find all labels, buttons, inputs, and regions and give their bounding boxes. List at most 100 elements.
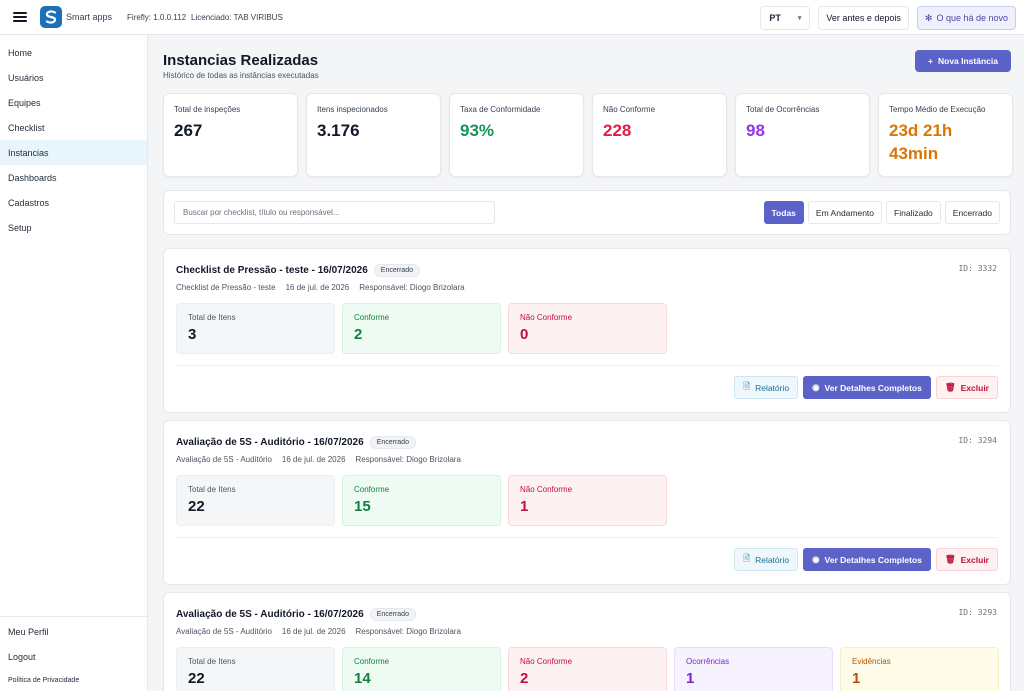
- new-instance-button[interactable]: + Nova Instância: [915, 50, 1011, 72]
- instance-header: Checklist de Pressão - teste - 16/07/202…: [176, 264, 421, 277]
- metric-label: Total de Itens: [188, 657, 236, 666]
- stat-label: Não Conforme: [603, 105, 656, 114]
- license-info: Licenciado: TAB VIRIBUS: [191, 12, 283, 22]
- language-select[interactable]: PT ▾: [760, 6, 811, 30]
- metric-non-conforming: Não Conforme 2: [508, 647, 667, 691]
- divider: [176, 365, 998, 366]
- metric-conforming: Conforme 2: [342, 303, 501, 354]
- metric-label: Total de Itens: [188, 313, 236, 322]
- report-button[interactable]: 🗎 Relatório: [734, 376, 799, 399]
- stat-card: Não Conforme 228: [592, 93, 727, 177]
- whats-new-button[interactable]: ✻ O que há de novo: [916, 6, 1016, 30]
- before-after-button[interactable]: Ver antes e depois: [818, 6, 909, 30]
- instance-responsible: Responsável: Diogo Brizolara: [359, 283, 465, 292]
- divider: [176, 537, 998, 538]
- filter-all-button[interactable]: Todas: [763, 201, 804, 224]
- view-details-button[interactable]: ◉ Ver Detalhes Completos: [803, 376, 931, 399]
- metric-non-conforming: Não Conforme 1: [508, 475, 667, 526]
- instance-date: 16 de jul. de 2026: [281, 455, 346, 464]
- page-subtitle: Histórico de todas as instâncias executa…: [163, 71, 319, 80]
- instance-meta: Avaliação de 5S - Auditório 16 de jul. d…: [176, 627, 461, 636]
- metric-value: 2: [520, 670, 529, 687]
- sidebar: Home Usuários Equipes Checklist Instanci…: [0, 35, 148, 691]
- instance-date: 16 de jul. de 2026: [281, 627, 346, 636]
- privacy-policy-link[interactable]: Política de Privacidade: [8, 676, 80, 684]
- metric-total-items: Total de Itens 22: [176, 647, 335, 691]
- view-details-button[interactable]: ◉ Ver Detalhes Completos: [803, 548, 931, 571]
- metric-label: Não Conforme: [520, 485, 573, 494]
- stat-card: Total de inspeções 267: [163, 93, 298, 177]
- metric-value: 0: [520, 326, 529, 343]
- sidebar-item-registrations[interactable]: Cadastros: [8, 197, 50, 208]
- hamburger-icon[interactable]: [13, 12, 27, 22]
- filter-finished-button[interactable]: Finalizado: [886, 201, 941, 224]
- metric-label: Não Conforme: [520, 313, 573, 322]
- sidebar-item-checklist[interactable]: Checklist: [8, 122, 45, 133]
- filter-in-progress-button[interactable]: Em Andamento: [807, 201, 883, 224]
- stat-card: Tempo Médio de Execução 23d 21h 43min: [878, 93, 1013, 177]
- instance-checklist: Avaliação de 5S - Auditório: [176, 627, 272, 636]
- app-info: Firefly: 1.0.0.112 Licenciado: TAB VIRIB…: [127, 13, 283, 22]
- instance-responsible: Responsável: Diogo Brizolara: [355, 627, 461, 636]
- metric-non-conforming: Não Conforme 0: [508, 303, 667, 354]
- report-label: Relatório: [755, 382, 790, 393]
- metric-label: Total de Itens: [188, 485, 236, 494]
- view-details-label: Ver Detalhes Completos: [824, 554, 922, 565]
- instance-meta: Checklist de Pressão - teste 16 de jul. …: [176, 283, 465, 292]
- metric-value: 22: [188, 670, 205, 687]
- logo-icon: [40, 6, 62, 28]
- stats-row: Total de inspeções 267 Itens inspecionad…: [163, 93, 1013, 177]
- chevron-down-icon: ▾: [797, 15, 802, 22]
- sidebar-item-users[interactable]: Usuários: [8, 72, 44, 83]
- metric-value: 15: [354, 498, 371, 515]
- sidebar-footer: Meu Perfil Logout Política de Privacidad…: [0, 616, 147, 691]
- metric-conforming: Conforme 15: [342, 475, 501, 526]
- metric-label: Conforme: [354, 657, 390, 666]
- delete-button[interactable]: 🗑 Excluir: [935, 376, 998, 399]
- stat-label: Tempo Médio de Execução: [889, 105, 986, 114]
- instance-checklist: Avaliação de 5S - Auditório: [176, 455, 272, 464]
- sidebar-item-home[interactable]: Home: [8, 47, 33, 58]
- delete-label: Excluir: [960, 382, 989, 393]
- filter-bar: Todas Em Andamento Finalizado Encerrado: [163, 190, 1011, 235]
- sidebar-item-profile[interactable]: Meu Perfil: [8, 626, 49, 637]
- trash-icon: 🗑: [944, 554, 956, 564]
- instance-actions: 🗎 Relatório ◉ Ver Detalhes Completos 🗑 E…: [734, 376, 998, 399]
- stat-label: Taxa de Conformidade: [460, 105, 541, 114]
- filter-closed-button[interactable]: Encerrado: [944, 201, 1000, 224]
- sidebar-nav: Home Usuários Equipes Checklist Instanci…: [0, 35, 147, 240]
- top-actions: PT ▾ Ver antes e depois ✻ O que há de no…: [760, 6, 1016, 30]
- metric-value: 1: [686, 670, 695, 687]
- delete-button[interactable]: 🗑 Excluir: [935, 548, 998, 571]
- brand-name: Smart apps: [66, 12, 113, 22]
- instance-metrics: Total de Itens 22 Conforme 15 Não Confor…: [176, 475, 667, 526]
- instance-title: Avaliação de 5S - Auditório - 16/07/2026: [176, 609, 364, 620]
- metric-occurrences: Ocorrências 1: [674, 647, 833, 691]
- document-icon: 🗎: [743, 380, 751, 391]
- instance-checklist: Checklist de Pressão - teste: [176, 283, 276, 292]
- sidebar-item-instances[interactable]: Instancias: [0, 140, 147, 165]
- stat-label: Itens inspecionados: [317, 105, 388, 114]
- instance-metrics: Total de Itens 3 Conforme 2 Não Conforme…: [176, 303, 667, 354]
- metric-value: 3: [188, 326, 197, 343]
- sidebar-item-dashboards[interactable]: Dashboards: [8, 172, 57, 183]
- instance-id: ID: 3294: [958, 436, 997, 445]
- sparkle-icon: ✻: [924, 12, 933, 23]
- whats-new-label: O que há de novo: [936, 13, 1008, 23]
- instance-card: Avaliação de 5S - Auditório - 16/07/2026…: [163, 592, 1011, 691]
- plus-icon: +: [928, 56, 933, 66]
- metric-value: 14: [354, 670, 371, 687]
- stat-value: 267: [174, 121, 203, 140]
- instance-id: ID: 3293: [958, 608, 997, 617]
- metric-value: 1: [520, 498, 529, 515]
- metric-label: Não Conforme: [520, 657, 573, 666]
- sidebar-item-logout[interactable]: Logout: [8, 651, 36, 662]
- sidebar-item-teams[interactable]: Equipes: [8, 97, 41, 108]
- search-input[interactable]: [174, 201, 495, 224]
- instance-card: Avaliação de 5S - Auditório - 16/07/2026…: [163, 420, 1011, 585]
- report-button[interactable]: 🗎 Relatório: [734, 548, 799, 571]
- stat-value: 93%: [460, 121, 495, 140]
- delete-label: Excluir: [960, 554, 989, 565]
- sidebar-item-setup[interactable]: Setup: [8, 222, 32, 233]
- instance-date: 16 de jul. de 2026: [285, 283, 350, 292]
